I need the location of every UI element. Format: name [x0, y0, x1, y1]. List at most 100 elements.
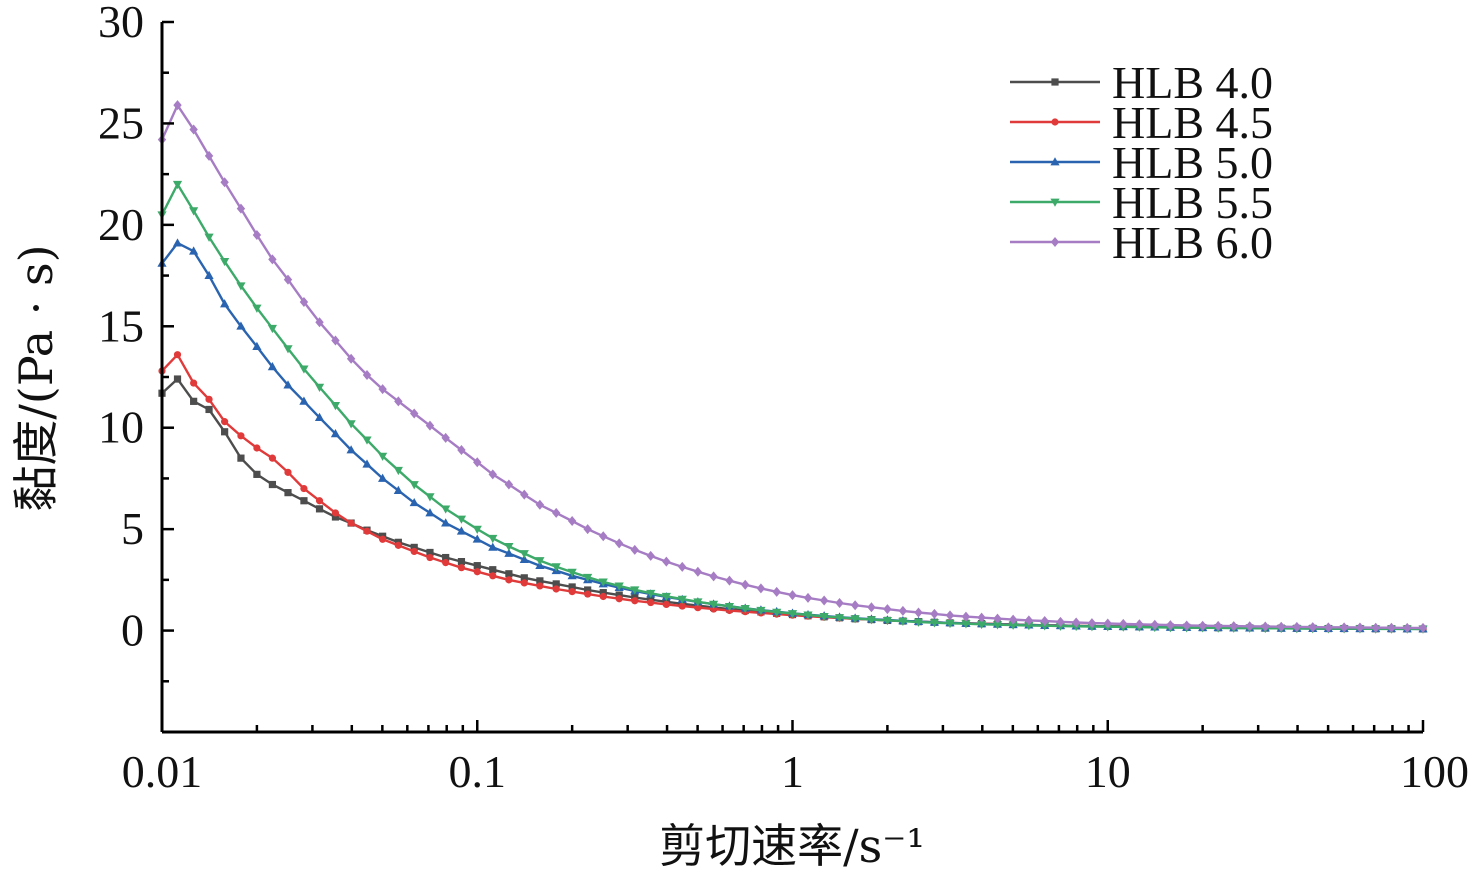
data-point [834, 614, 845, 623]
data-point [662, 556, 671, 567]
x-tick-label: 1 [781, 746, 804, 797]
data-point [378, 452, 388, 461]
data-point [850, 600, 860, 611]
series-layer [157, 100, 1428, 634]
data-point [1339, 622, 1349, 633]
data-point [331, 335, 340, 346]
axes-layer: 0 5 10 15 20 25 30 0.01 0.1 1 10 100 [98, 0, 1469, 797]
data-point [1056, 616, 1065, 627]
data-point [473, 568, 481, 576]
data-point [220, 299, 230, 308]
data-point [283, 274, 293, 285]
data-point [173, 351, 182, 359]
data-point [567, 568, 577, 577]
data-point [220, 177, 229, 188]
data-point [268, 480, 277, 489]
data-point [409, 481, 419, 490]
data-point [929, 619, 940, 628]
data-point [694, 604, 702, 612]
data-point [456, 515, 467, 524]
data-point [883, 604, 892, 615]
data-point [630, 586, 640, 595]
legend-label: HLB 5.5 [1112, 177, 1273, 228]
data-point [1402, 622, 1412, 633]
data-point [1024, 622, 1034, 631]
y-tick-label: 20 [98, 199, 144, 250]
data-point [1213, 620, 1223, 631]
data-point [930, 608, 939, 619]
data-point [866, 616, 877, 625]
data-point [693, 566, 703, 577]
data-point [725, 575, 734, 586]
data-point [835, 597, 844, 608]
data-point [1150, 619, 1159, 630]
data-point [850, 615, 860, 624]
data-point [741, 579, 750, 590]
data-point [189, 246, 199, 255]
data-point [473, 457, 482, 468]
data-point [678, 602, 686, 610]
data-point [740, 605, 750, 614]
data-point [772, 586, 781, 597]
data-point [803, 611, 813, 620]
data-point [410, 408, 419, 419]
data-point [172, 238, 183, 247]
data-point [519, 550, 529, 559]
data-point [584, 590, 592, 598]
data-point [236, 282, 246, 291]
data-point [189, 207, 199, 216]
data-point [204, 150, 214, 161]
y-tick-label: 5 [121, 503, 144, 554]
x-axis-title: 剪切速率/s⁻¹ [659, 819, 925, 873]
data-point [283, 345, 293, 354]
x-tick-label: 10 [1085, 746, 1131, 797]
data-point [441, 518, 451, 527]
data-point [646, 550, 655, 561]
data-point [267, 324, 278, 334]
data-point [614, 582, 624, 591]
data-point [787, 610, 798, 619]
data-point [803, 592, 813, 603]
data-point [945, 610, 955, 621]
data-point [457, 558, 466, 566]
data-point [504, 479, 514, 490]
data-point [977, 612, 986, 623]
data-point [551, 563, 561, 572]
data-point [442, 559, 450, 567]
y-tick-label: 15 [98, 300, 144, 351]
data-point [441, 432, 450, 443]
data-point [488, 534, 498, 544]
data-point [267, 362, 278, 371]
data-point [204, 233, 214, 242]
data-point [724, 603, 735, 612]
data-point [283, 380, 293, 389]
data-point [488, 469, 497, 480]
data-point [898, 605, 908, 616]
data-point [252, 304, 262, 313]
data-point [552, 580, 560, 588]
data-point [1182, 620, 1191, 631]
data-point [1103, 618, 1112, 629]
data-point [693, 598, 703, 607]
legend-item: HLB 5.5 [1010, 177, 1273, 228]
x-tick-label: 0.1 [449, 746, 507, 797]
data-point [331, 509, 340, 517]
data-point [583, 573, 593, 583]
data-point [489, 572, 497, 580]
data-point [709, 600, 719, 609]
data-point [204, 270, 214, 279]
data-point [993, 613, 1002, 624]
data-point [1024, 615, 1034, 626]
legend-swatch-marker [1051, 118, 1059, 126]
data-point [441, 505, 451, 514]
data-point [346, 353, 356, 364]
data-point [315, 317, 324, 328]
data-point [1135, 619, 1144, 630]
data-point [756, 583, 766, 594]
series-line [161, 353, 1424, 631]
data-point [914, 607, 923, 618]
y-tick-label: 30 [98, 0, 144, 47]
legend-item: HLB 4.0 [1010, 57, 1273, 108]
data-point [393, 466, 403, 476]
